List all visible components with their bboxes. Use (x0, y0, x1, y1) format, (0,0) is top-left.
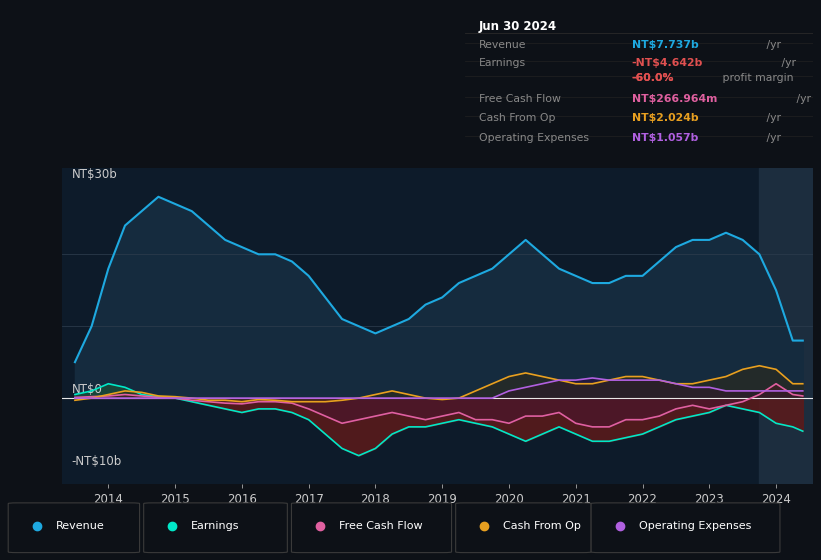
Text: -NT$4.642b: -NT$4.642b (632, 58, 703, 68)
Text: /yr: /yr (764, 113, 782, 123)
Text: Free Cash Flow: Free Cash Flow (339, 521, 423, 531)
Text: Earnings: Earnings (191, 521, 240, 531)
FancyBboxPatch shape (291, 503, 452, 553)
Text: Operating Expenses: Operating Expenses (479, 133, 589, 143)
Text: /yr: /yr (792, 94, 810, 104)
Text: -60.0%: -60.0% (632, 73, 674, 83)
Text: Revenue: Revenue (56, 521, 104, 531)
Text: NT$1.057b: NT$1.057b (632, 133, 698, 143)
Text: Operating Expenses: Operating Expenses (639, 521, 751, 531)
Text: NT$266.964m: NT$266.964m (632, 94, 718, 104)
Text: NT$30b: NT$30b (71, 168, 117, 181)
FancyBboxPatch shape (591, 503, 780, 553)
Text: profit margin: profit margin (719, 73, 794, 83)
Text: Jun 30 2024: Jun 30 2024 (479, 20, 557, 33)
Bar (759, 168, 813, 484)
Text: /yr: /yr (778, 58, 796, 68)
Text: NT$0: NT$0 (71, 383, 103, 396)
Text: NT$2.024b: NT$2.024b (632, 113, 699, 123)
Text: -60.0%: -60.0% (632, 73, 674, 83)
Text: /yr: /yr (764, 133, 782, 143)
Text: Free Cash Flow: Free Cash Flow (479, 94, 561, 104)
Text: Earnings: Earnings (479, 58, 525, 68)
Text: Cash From Op: Cash From Op (503, 521, 581, 531)
Text: NT$7.737b: NT$7.737b (632, 40, 699, 49)
Text: /yr: /yr (764, 40, 782, 49)
FancyBboxPatch shape (456, 503, 591, 553)
FancyBboxPatch shape (8, 503, 140, 553)
Text: Cash From Op: Cash From Op (479, 113, 555, 123)
Text: Revenue: Revenue (479, 40, 526, 49)
FancyBboxPatch shape (144, 503, 287, 553)
Text: -NT$10b: -NT$10b (71, 455, 122, 468)
